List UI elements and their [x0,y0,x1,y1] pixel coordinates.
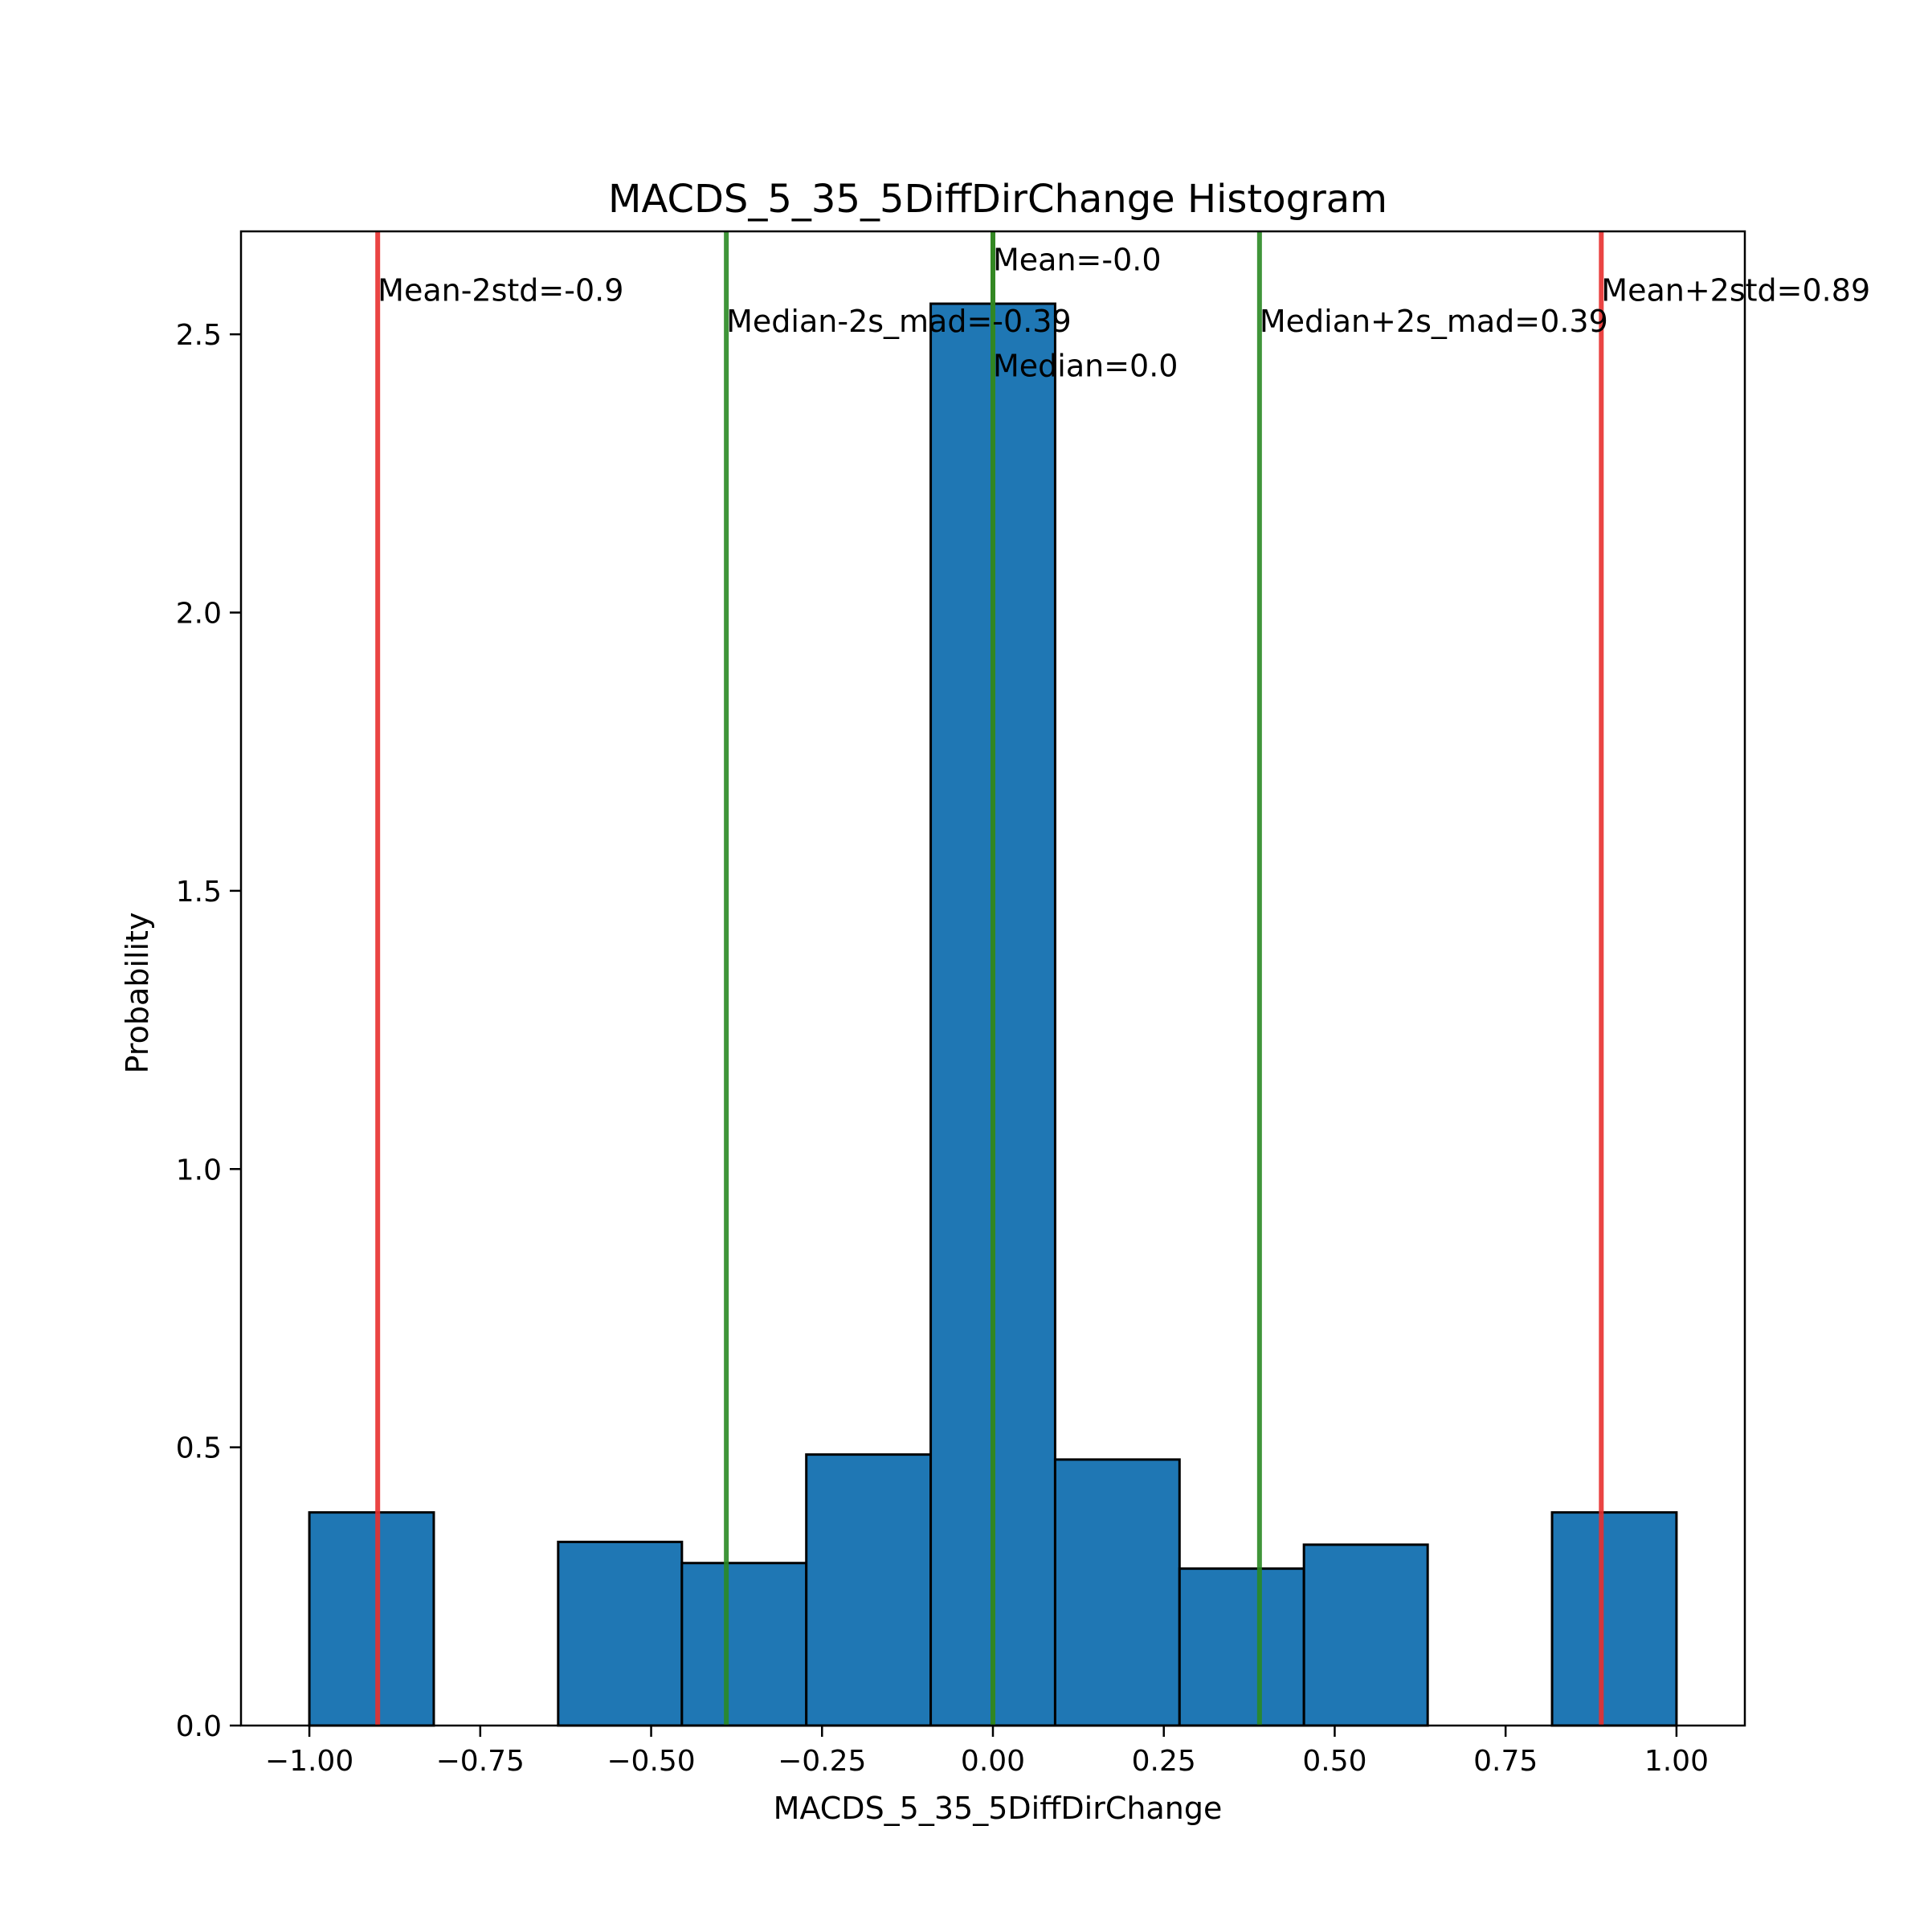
y-axis-title: Probability [120,913,155,1074]
histogram-bar [557,1540,684,1727]
x-tick-label: −0.25 [778,1745,866,1778]
x-ticks: −1.00 −0.75 −0.50 −0.25 0.00 0.25 0.50 0.75 1.00 [265,1726,1709,1778]
histogram-bar [1550,1511,1678,1727]
reference-line-label: Mean+2std=0.89 [1601,273,1870,308]
y-tick-label: 1.0 [176,1154,222,1187]
histogram-bar [680,1562,808,1727]
x-tick-label: 0.75 [1473,1745,1538,1778]
x-axis-title: MACDS_5_35_5DiffDirChange [774,1791,1223,1826]
y-tick-label: 2.5 [176,319,222,352]
chart-title: MACDS_5_35_5DiffDirChange Histogram [608,177,1387,222]
histogram-bar [308,1511,435,1727]
reference-line-label: Mean=-0.0 [993,243,1162,278]
y-tick-label: 2.0 [176,598,222,631]
reference-lines-layer [375,231,1604,1726]
reference-line-label: Mean-2std=-0.9 [378,273,623,308]
bars-layer [308,302,1678,1727]
y-tick-label: 1.5 [176,876,222,909]
x-tick-label: −1.00 [265,1745,353,1778]
reference-line-label: Median+2s_mad=0.39 [1260,304,1608,339]
x-tick-label: −0.50 [607,1745,695,1778]
histogram-bar [1053,1458,1181,1727]
x-tick-label: −0.75 [436,1745,525,1778]
x-tick-label: 0.00 [961,1745,1025,1778]
y-ticks: 0.0 0.5 1.0 1.5 2.0 2.5 [176,319,241,1743]
y-tick-label: 0.0 [176,1710,222,1743]
histogram-bar [805,1453,933,1727]
reference-labels-layer: Mean-2std=-0.9 Median-2s_mad=-0.39 Mean=-0… [378,243,1870,384]
histogram-bar [1178,1567,1305,1727]
reference-line-label: Median-2s_mad=-0.39 [726,304,1072,339]
x-tick-label: 0.25 [1132,1745,1196,1778]
x-tick-label: 0.50 [1302,1745,1366,1778]
x-tick-label: 1.00 [1644,1745,1709,1778]
reference-line-label: Median=0.0 [993,348,1178,383]
y-tick-label: 0.5 [176,1432,222,1465]
histogram-bar [1302,1543,1429,1727]
